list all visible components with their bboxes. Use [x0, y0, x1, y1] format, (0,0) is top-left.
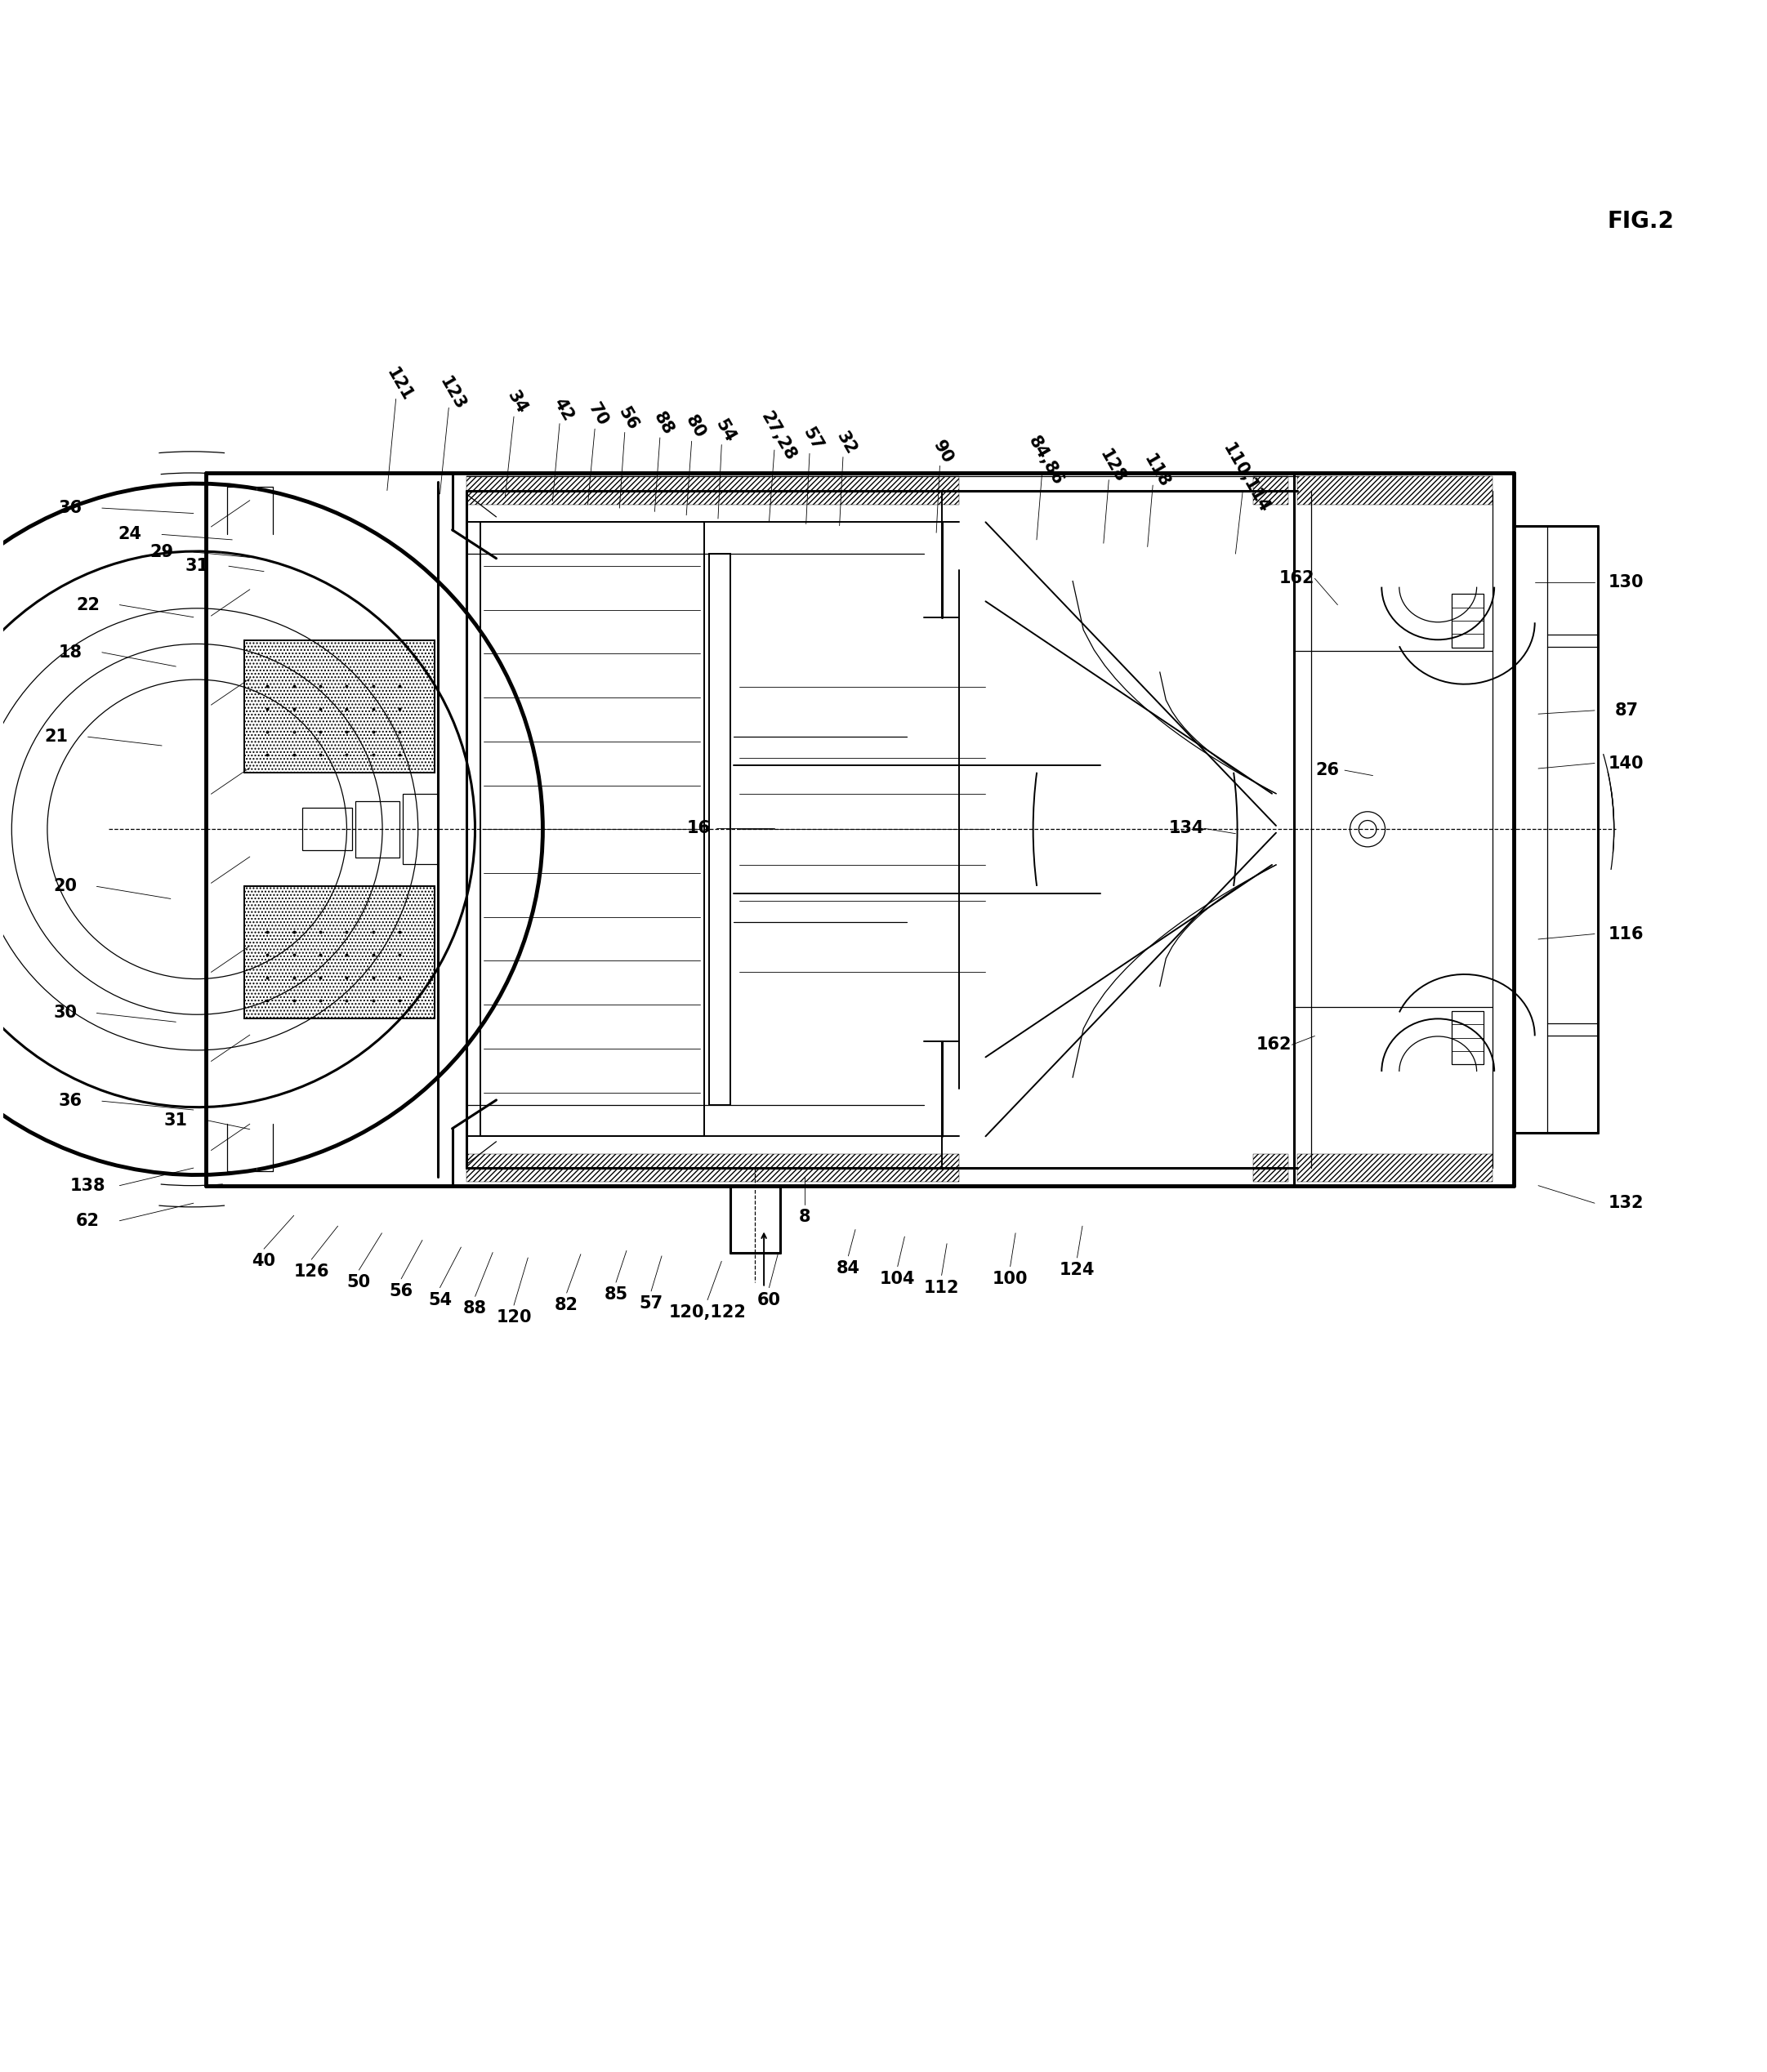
Text: 30: 30 [53, 1005, 76, 1021]
Text: 120: 120 [497, 1310, 532, 1326]
Bar [466, 477, 959, 506]
Text: 80: 80 [682, 412, 709, 441]
Text: 70: 70 [585, 400, 611, 429]
Text: 90: 90 [929, 437, 956, 466]
Bar [1297, 1154, 1493, 1181]
Text: 31: 31 [186, 557, 209, 574]
Text: 132: 132 [1608, 1196, 1643, 1212]
Text: 138: 138 [71, 1177, 106, 1193]
Text: 36: 36 [58, 499, 81, 516]
Text: 110,114: 110,114 [1219, 441, 1272, 516]
Text: 162: 162 [1279, 570, 1315, 586]
Text: 50: 50 [346, 1274, 371, 1291]
Bar [466, 1154, 959, 1181]
Text: 121: 121 [383, 365, 415, 404]
Text: 62: 62 [76, 1212, 99, 1229]
Text: 54: 54 [428, 1291, 452, 1307]
Bar [244, 640, 435, 773]
Bar [403, 794, 438, 864]
Bar [1297, 477, 1493, 506]
Text: 130: 130 [1608, 574, 1643, 591]
Text: 57: 57 [640, 1295, 663, 1312]
Bar [1253, 477, 1288, 506]
Text: 31: 31 [164, 1113, 187, 1129]
Text: 42: 42 [550, 396, 576, 425]
Text: FIG.2: FIG.2 [1606, 209, 1673, 232]
Text: 100: 100 [993, 1270, 1028, 1287]
Text: 120,122: 120,122 [668, 1303, 746, 1320]
Text: 24: 24 [118, 526, 141, 543]
Text: 85: 85 [604, 1287, 627, 1303]
Bar [1452, 1011, 1484, 1065]
Bar [1452, 595, 1484, 646]
Bar [244, 887, 435, 1017]
Text: 22: 22 [76, 597, 99, 613]
Text: 29: 29 [150, 545, 173, 559]
Text: 54: 54 [712, 416, 739, 445]
Text: 34: 34 [504, 387, 530, 416]
Text: 118: 118 [1140, 452, 1172, 491]
Text: 87: 87 [1615, 702, 1638, 719]
Bar [244, 887, 435, 1017]
Text: 56: 56 [389, 1283, 413, 1299]
Text: 18: 18 [58, 644, 81, 661]
Text: 134: 134 [1168, 821, 1203, 837]
Bar [355, 802, 399, 858]
Text: 124: 124 [1060, 1262, 1096, 1278]
Text: 56: 56 [615, 404, 641, 433]
Bar [302, 808, 352, 850]
Text: 21: 21 [44, 729, 69, 746]
Bar [1253, 1154, 1288, 1181]
Text: 126: 126 [293, 1264, 329, 1280]
Text: 104: 104 [880, 1270, 915, 1287]
Text: 88: 88 [463, 1301, 488, 1318]
Text: 88: 88 [650, 410, 677, 437]
Text: 82: 82 [555, 1297, 578, 1314]
Bar [481, 522, 703, 1135]
Text: 27,28: 27,28 [758, 408, 799, 464]
Text: 116: 116 [1608, 926, 1643, 943]
Text: 112: 112 [924, 1280, 959, 1295]
Text: 32: 32 [834, 429, 859, 458]
Text: 84: 84 [836, 1260, 861, 1276]
Text: 16: 16 [687, 821, 710, 837]
Text: 128: 128 [1096, 445, 1129, 485]
Text: 20: 20 [53, 879, 76, 895]
Text: 60: 60 [758, 1291, 781, 1307]
Text: 140: 140 [1608, 754, 1643, 771]
Text: 40: 40 [253, 1254, 276, 1270]
Text: 84,86: 84,86 [1025, 433, 1066, 487]
Text: 123: 123 [436, 375, 468, 412]
Text: 36: 36 [58, 1092, 81, 1109]
Text: 162: 162 [1256, 1036, 1292, 1053]
Text: 8: 8 [799, 1210, 811, 1225]
Text: 26: 26 [1315, 762, 1339, 779]
Bar [709, 553, 730, 1104]
Text: 57: 57 [800, 425, 827, 454]
Bar [244, 640, 435, 773]
